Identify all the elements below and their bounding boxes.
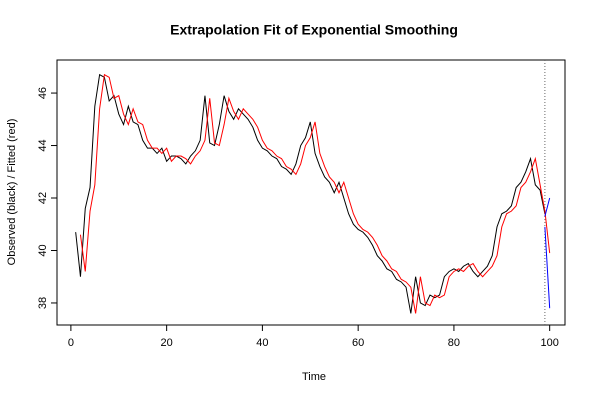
y-tick-label: 46 xyxy=(37,87,49,99)
plot-frame xyxy=(56,59,566,326)
x-tick-label: 100 xyxy=(540,337,558,349)
y-tick-label: 44 xyxy=(37,139,49,151)
x-tick-label: 20 xyxy=(161,337,173,349)
x-axis-label: Time xyxy=(302,371,326,383)
x-tick-label: 0 xyxy=(68,337,74,349)
x-tick-label: 80 xyxy=(448,337,460,349)
y-tick-label: 40 xyxy=(37,244,49,256)
data-line xyxy=(75,73,546,314)
x-tick-label: 40 xyxy=(256,337,268,349)
data-line xyxy=(544,197,551,217)
y-axis-label: Observed (black) / Fitted (red) xyxy=(6,119,18,266)
y-tick-label: 38 xyxy=(37,297,49,309)
data-line xyxy=(544,226,551,309)
y-tick-label: 42 xyxy=(37,192,49,204)
data-line xyxy=(79,73,551,314)
x-tick-label: 60 xyxy=(352,337,364,349)
chart-title: Extrapolation Fit of Exponential Smoothi… xyxy=(170,22,458,38)
